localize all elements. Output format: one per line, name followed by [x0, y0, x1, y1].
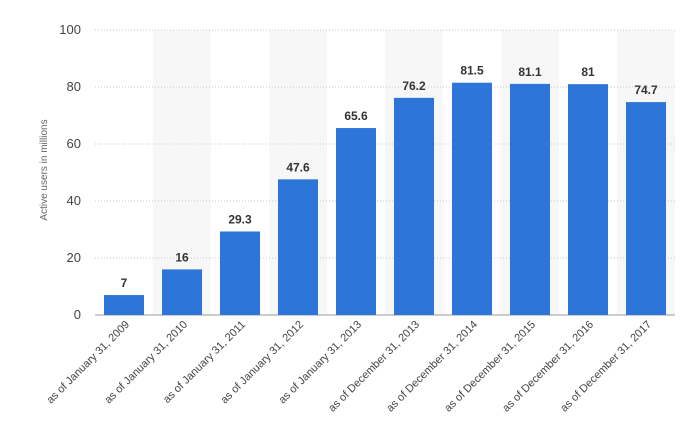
background-band	[153, 30, 211, 315]
bar	[162, 269, 202, 315]
data-label: 47.6	[286, 160, 310, 174]
bar	[220, 231, 260, 315]
bar	[278, 179, 318, 315]
data-label: 76.2	[402, 79, 426, 93]
data-label: 29.3	[228, 212, 252, 226]
data-label: 81.5	[460, 64, 484, 78]
bars	[104, 82, 666, 316]
data-label: 74.7	[634, 83, 658, 97]
data-label: 65.6	[344, 109, 368, 123]
data-label: 81.1	[518, 65, 542, 79]
data-label: 81	[581, 65, 595, 79]
bar	[510, 83, 550, 316]
bar	[394, 97, 434, 315]
value-labels: 7 16 29.3 47.6 65.6 76.2 81.5 81.1 81 74.7	[121, 64, 658, 290]
y-tick-label: 0	[74, 307, 81, 322]
bar	[626, 102, 666, 315]
data-label: 7	[121, 276, 128, 290]
data-label: 16	[175, 250, 189, 264]
bar	[336, 128, 376, 315]
y-tick-label: 60	[67, 136, 81, 151]
bar	[104, 295, 144, 315]
y-axis-ticks: 0 20 40 60 80 100	[59, 22, 81, 322]
y-tick-label: 20	[67, 250, 81, 265]
y-axis-title: Active users in millions	[39, 119, 50, 220]
y-tick-label: 40	[67, 193, 81, 208]
y-tick-label: 100	[59, 22, 81, 37]
bar	[452, 82, 492, 315]
y-tick-label: 80	[67, 79, 81, 94]
bar	[568, 84, 608, 316]
